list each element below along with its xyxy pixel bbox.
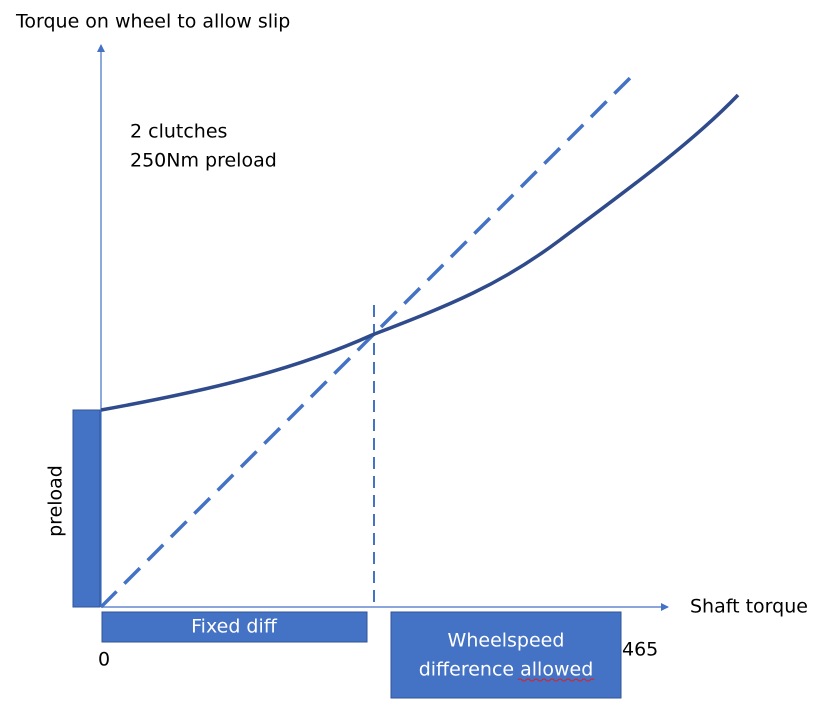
- fixed-diff-line: [99, 70, 638, 609]
- wheelspeed-box: [390, 611, 622, 699]
- annotation-line: 2 clutches: [130, 121, 227, 143]
- slip-torque-curve: [100, 93, 740, 412]
- spell-underline: [517, 678, 595, 682]
- preload-bar: [72, 409, 101, 608]
- y-axis-label: Torque on wheel to allow slip: [15, 11, 290, 33]
- fixed-diff-box: [101, 611, 368, 643]
- x-start-label: 0: [98, 649, 110, 671]
- x-axis-label: Shaft torque: [690, 596, 808, 618]
- wheelspeed-label: Wheelspeed: [448, 630, 565, 652]
- preload-label: preload: [45, 465, 67, 537]
- x-end-label: 465: [622, 639, 658, 661]
- fixed-diff-label: Fixed diff: [191, 616, 278, 638]
- wheelspeed-label: difference allowed: [419, 659, 594, 681]
- annotation-line: 250Nm preload: [130, 150, 277, 172]
